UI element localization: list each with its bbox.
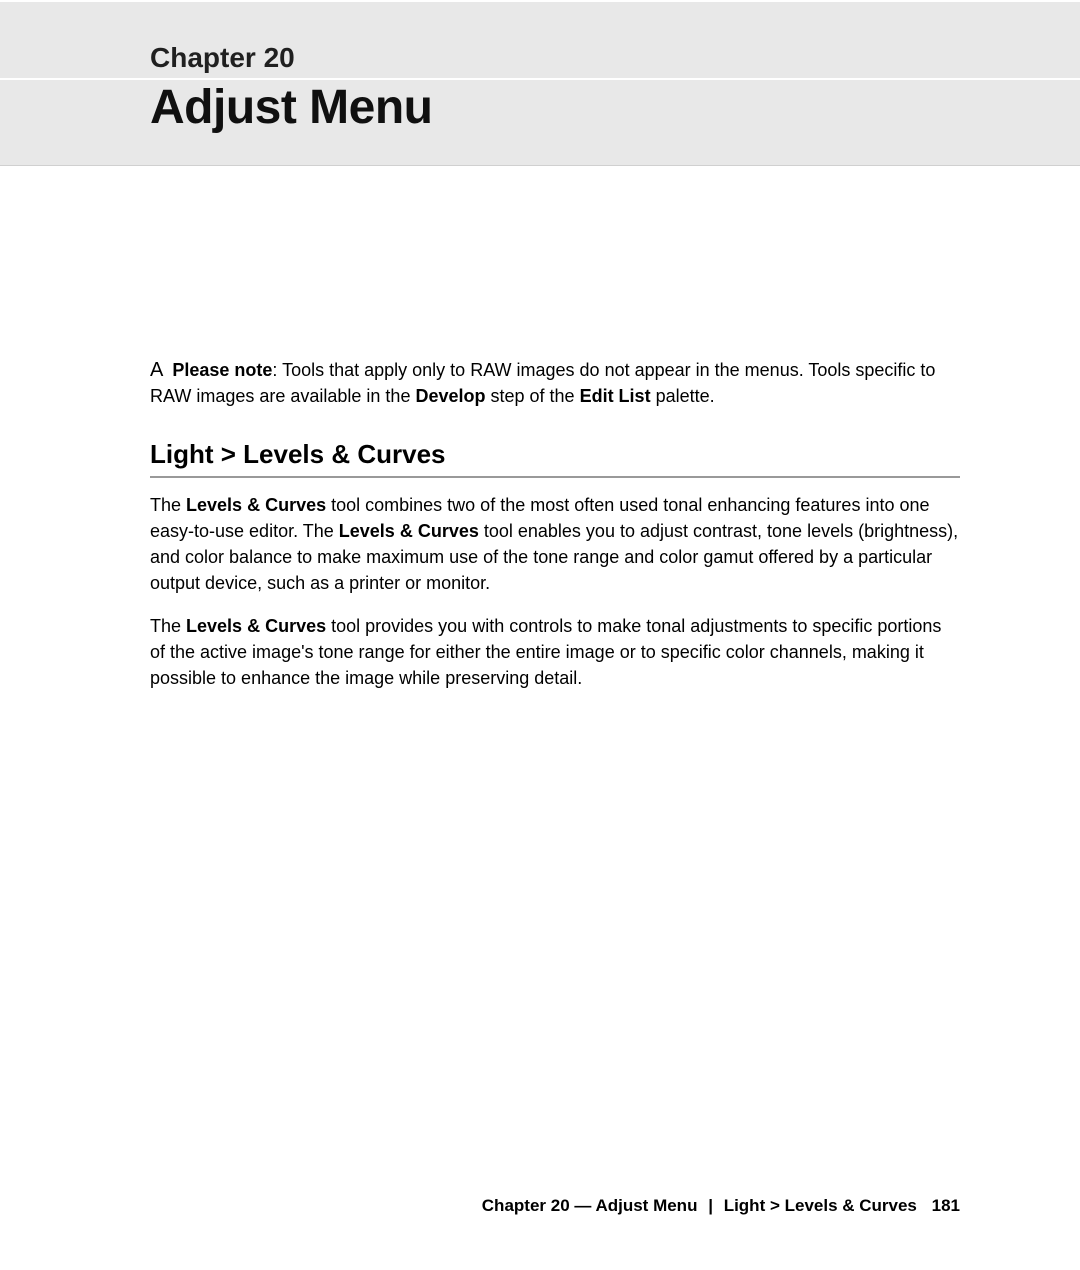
body-paragraph-1: The Levels & Curves tool combines two of… xyxy=(150,492,960,596)
note-text-3: palette. xyxy=(651,386,715,406)
chapter-label: Chapter 20 xyxy=(150,42,1080,74)
chapter-title: Adjust Menu xyxy=(150,80,1080,135)
p1-t1: The xyxy=(150,495,186,515)
body-paragraph-2: The Levels & Curves tool provides you wi… xyxy=(150,613,960,691)
note-symbol: A xyxy=(150,359,163,381)
p2-b1: Levels & Curves xyxy=(186,616,326,636)
section-rule xyxy=(150,476,960,478)
footer-chapter: Chapter 20 — Adjust Menu xyxy=(482,1196,698,1215)
footer-section: Light > Levels & Curves xyxy=(724,1196,917,1215)
chapter-header: Chapter 20 Adjust Menu xyxy=(0,0,1080,166)
p1-b1: Levels & Curves xyxy=(186,495,326,515)
p1-b2: Levels & Curves xyxy=(339,521,479,541)
note-bold-1: Develop xyxy=(415,386,485,406)
footer-page-number: 181 xyxy=(932,1196,960,1215)
note-text-2: step of the xyxy=(486,386,580,406)
footer-separator: | xyxy=(708,1196,713,1215)
note-bold-2: Edit List xyxy=(580,386,651,406)
page-content: A Please note: Tools that apply only to … xyxy=(0,166,1080,691)
p2-t1: The xyxy=(150,616,186,636)
section-heading: Light > Levels & Curves xyxy=(150,439,960,470)
note-paragraph: A Please note: Tools that apply only to … xyxy=(150,356,960,409)
note-label: Please note xyxy=(172,360,272,380)
header-rule xyxy=(0,78,1080,80)
page-footer: Chapter 20 — Adjust Menu | Light > Level… xyxy=(482,1196,960,1216)
